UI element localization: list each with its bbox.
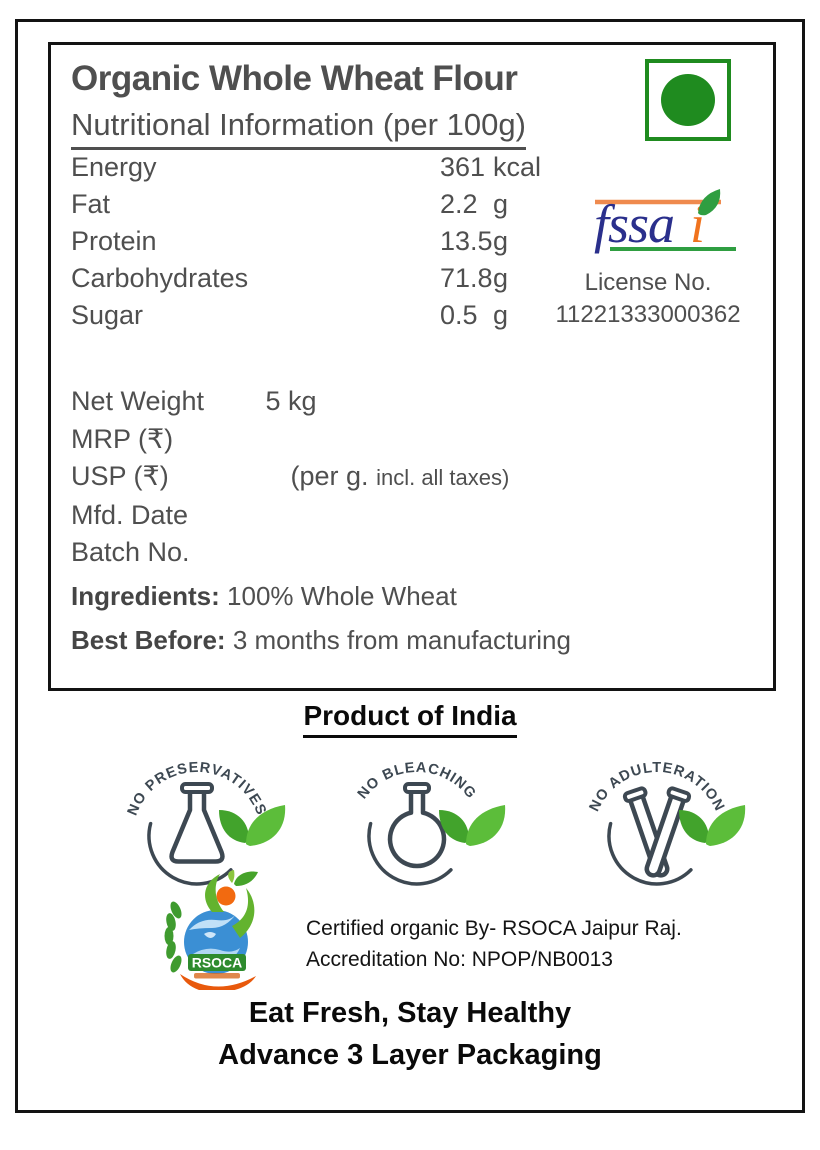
origin-text: Product of India bbox=[303, 700, 517, 738]
rsoca-band bbox=[188, 954, 246, 971]
net-weight-value: 5 kg bbox=[265, 386, 317, 416]
nutrient-unit: g bbox=[493, 263, 509, 293]
no-adulteration-badge: NO ADULTERATION bbox=[587, 760, 746, 886]
nutrient-unit: kcal bbox=[493, 152, 542, 182]
ingredients-row: Ingredients: 100% Whole Wheat bbox=[71, 581, 457, 612]
pack-details: Net Weight 5 kg MRP (₹) USP (₹) (per g. … bbox=[71, 383, 509, 572]
hand-swoosh-icon bbox=[180, 974, 256, 990]
nutrient-value: 13.5 bbox=[440, 226, 493, 256]
mfd-date-row: Mfd. Date bbox=[71, 497, 509, 535]
best-before-row: Best Before: 3 months from manufacturing bbox=[71, 625, 571, 656]
ingredients-value: 100% Whole Wheat bbox=[227, 581, 457, 611]
nutrient-name: Sugar bbox=[71, 300, 144, 330]
rsoca-text: RSOCA bbox=[192, 955, 243, 971]
batch-no-label: Batch No. bbox=[71, 537, 190, 567]
net-weight-row: Net Weight 5 kg bbox=[71, 383, 509, 421]
round-flask-icon bbox=[387, 782, 447, 869]
nutrient-name: Protein bbox=[71, 226, 157, 256]
nutrition-panel: Organic Whole Wheat Flour Nutritional In… bbox=[48, 42, 776, 691]
fssai-word-main: fssa bbox=[594, 194, 674, 254]
nutrient-name: Fat bbox=[71, 189, 111, 219]
license-number: 11221333000362 bbox=[555, 301, 741, 328]
crossed-test-tubes-icon bbox=[622, 786, 692, 878]
nutrient-name: Energy bbox=[71, 152, 157, 182]
nutrient-value: 71.8 bbox=[440, 263, 493, 293]
leaves-icon bbox=[219, 805, 286, 846]
rsoca-subtext-band bbox=[194, 973, 240, 979]
vegetarian-mark-icon bbox=[645, 59, 731, 141]
tagline-eat-fresh: Eat Fresh, Stay Healthy bbox=[248, 997, 572, 1029]
fssai-license-block: License No. 11221333000362 bbox=[523, 267, 773, 331]
badge-ring bbox=[607, 821, 693, 886]
fssai-logo: fssa i bbox=[594, 189, 736, 254]
usp-note-small: incl. all taxes) bbox=[376, 465, 510, 490]
no-preservatives-badge: NO PRESERVATIVES bbox=[125, 760, 286, 886]
leaves-icon bbox=[439, 805, 506, 846]
ingredients-label: Ingredients: bbox=[71, 581, 220, 611]
usp-label: USP (₹) bbox=[71, 461, 169, 491]
no-bleaching-badge: NO BLEACHING bbox=[355, 760, 506, 886]
mrp-label: MRP (₹) bbox=[71, 423, 174, 454]
tagline-packaging: Advance 3 Layer Packaging bbox=[218, 1039, 602, 1071]
wheat-stalk-icon bbox=[164, 901, 182, 973]
nutrient-value: 361 bbox=[440, 152, 486, 182]
nutrition-table: Energy 361 kcal Fat 2.2 g Protein 13.5 g… bbox=[71, 149, 541, 334]
green-dot-icon bbox=[661, 74, 715, 126]
fssai-leaf-icon bbox=[698, 189, 721, 216]
origin-heading: Product of India bbox=[0, 700, 820, 738]
erlenmeyer-flask-icon bbox=[169, 782, 225, 864]
badge-ring bbox=[367, 821, 453, 886]
mfd-date-label: Mfd. Date bbox=[71, 499, 189, 530]
best-before-label: Best Before: bbox=[71, 625, 226, 655]
cert-line-2: Accreditation No: NPOP/NB0013 bbox=[306, 947, 613, 971]
nutrient-unit: g bbox=[493, 226, 509, 256]
badge-arc-text: NO ADULTERATION bbox=[587, 760, 727, 814]
usp-row: USP (₹) (per g. incl. all taxes) bbox=[71, 458, 509, 497]
svg-text:NO ADULTERATION: NO ADULTERATION bbox=[587, 760, 728, 814]
rsoca-logo: RSOCA bbox=[164, 870, 258, 990]
figure-sprout-icon bbox=[205, 870, 258, 938]
nutrient-unit: g bbox=[493, 189, 509, 219]
nutrient-value: 2.2 bbox=[440, 189, 478, 219]
product-title: Organic Whole Wheat Flour bbox=[71, 59, 518, 98]
certification-text: Certified organic By- RSOCA Jaipur Raj. … bbox=[306, 914, 682, 975]
usp-note: (per g. bbox=[290, 461, 369, 491]
leaves-icon bbox=[679, 805, 746, 846]
mrp-row: MRP (₹) bbox=[71, 421, 509, 459]
best-before-value: 3 months from manufacturing bbox=[232, 625, 571, 655]
nutrient-name: Carbohydrates bbox=[71, 263, 249, 293]
nutrition-subtitle: Nutritional Information (per 100g) bbox=[71, 107, 526, 150]
nutrient-unit: g bbox=[493, 300, 509, 330]
nutrient-value: 0.5 bbox=[440, 300, 478, 330]
license-label: License No. bbox=[584, 269, 712, 296]
batch-no-row: Batch No. bbox=[71, 534, 509, 572]
cert-line-1: Certified organic By- RSOCA Jaipur Raj. bbox=[306, 917, 682, 940]
net-weight-label: Net Weight bbox=[71, 386, 205, 416]
